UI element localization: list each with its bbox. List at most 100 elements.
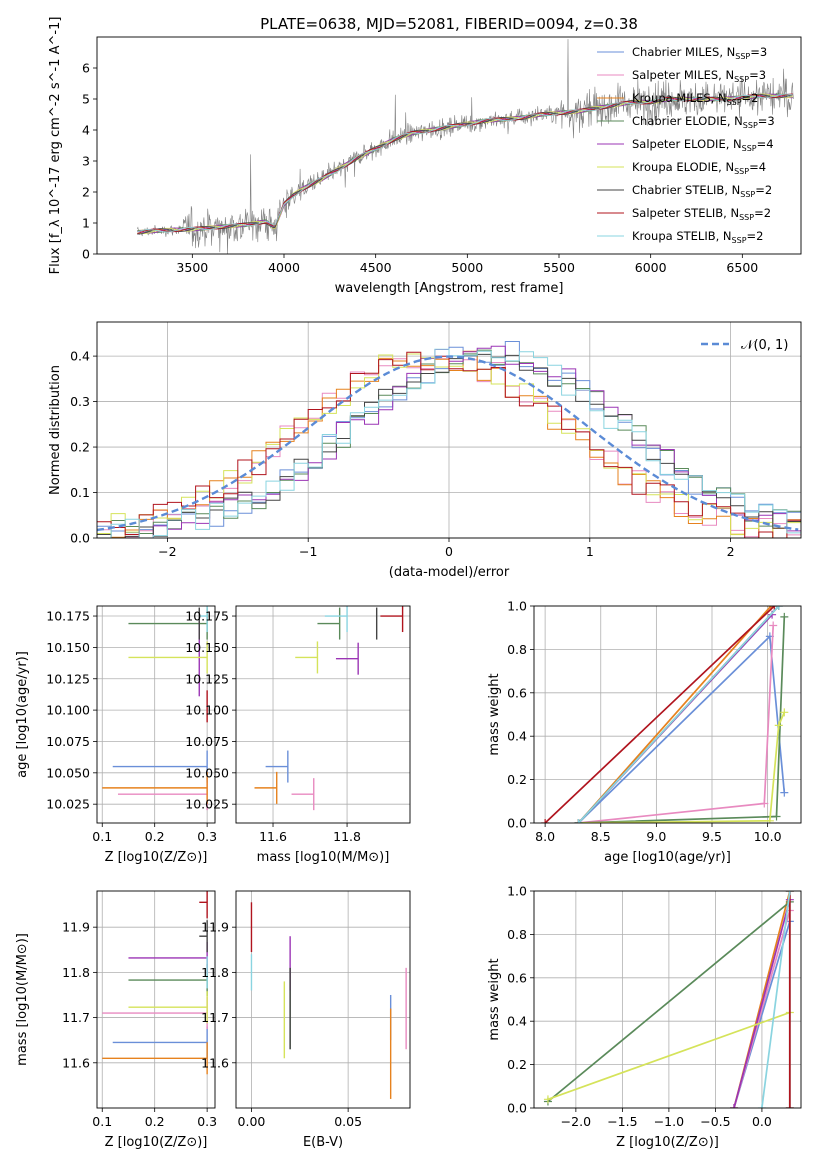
- y-tick-label: 11.8: [62, 965, 90, 980]
- panel-spectrum: 3500 4000 4500 5000 5500 6000 6500 0 1 2 3 4 5 6 wavel…: [48, 17, 802, 296]
- panel-residual_histogram: −2 −1 0 1 2 0.0 0.1 0.2 0.3 0.4 (data-model)/error…: [48, 321, 802, 580]
- grid: [236, 606, 410, 823]
- x-tick-label: 5000: [451, 260, 483, 275]
- x-axis-label: Z [log10(Z/Z⊙)]: [105, 1135, 208, 1150]
- panel-age_vs_Z: 0.1 0.2 0.3 10.025 10.050 10.075 10.100 10.125 1…: [15, 605, 217, 865]
- series-line: [577, 606, 780, 823]
- series-marker: [780, 612, 789, 621]
- series-marker: [785, 891, 794, 895]
- y-tick-label: 0.8: [507, 927, 527, 942]
- grid: [534, 890, 801, 1109]
- x-tick-label: 4000: [268, 260, 300, 275]
- y-axis-label: age [log10(age/yr)]: [15, 651, 30, 778]
- y-tick-label: 0.8: [507, 642, 527, 657]
- plot-area: [543, 891, 794, 1108]
- y-axis-label: Flux [f_λ 10^-17 erg cm^-2 s^-1 A^-1]: [48, 17, 63, 275]
- y-tick-label: 4: [82, 123, 90, 138]
- y-tick-label: 11.6: [201, 1055, 229, 1070]
- legend-entry: Kroupa MILES, NSSP=2: [632, 91, 758, 107]
- series-marker: [730, 1104, 739, 1108]
- x-tick-label: 11.8: [333, 829, 361, 844]
- plot-area: [250, 902, 407, 1099]
- x-tick-label: −2.0: [561, 1114, 591, 1129]
- x-tick-label: 0: [445, 544, 453, 559]
- x-tick-label: 0.0: [752, 1114, 772, 1129]
- y-tick-label: 10.175: [46, 609, 90, 624]
- panel-mass_vs_Z: 0.1 0.2 0.3 11.6 11.7 11.8 11.9 Z [log10(Z/Z⊙)]…: [15, 890, 217, 1150]
- x-axis-label: wavelength [Angstrom, rest frame]: [335, 281, 564, 296]
- y-tick-label: 10.100: [46, 703, 90, 718]
- plot-area: [102, 891, 208, 1075]
- x-tick-label: 0.2: [145, 1114, 165, 1129]
- y-axis-label: mass weight: [487, 958, 502, 1040]
- axes-frame: [533, 890, 802, 1109]
- x-axis-label: Z [log10(Z/Z⊙)]: [105, 850, 208, 865]
- y-tick-label: 11.7: [201, 1010, 229, 1025]
- y-tick-label: 0.2: [507, 772, 527, 787]
- x-tick-label: −1.5: [607, 1114, 637, 1129]
- x-tick-label: 0.3: [197, 829, 217, 844]
- panel-mass_weight_vs_age: 8.0 8.5 9.0 9.5 10.0 0.0 0.2 0.4 0.6 0.8 1.0 age [l…: [487, 599, 802, 865]
- y-tick-label: 10.100: [185, 703, 229, 718]
- y-axis-label: mass [log10(M/M⊙)]: [15, 933, 30, 1066]
- x-axis-label: E(B-V): [303, 1135, 343, 1150]
- y-axis-label: Normed distribution: [48, 365, 63, 495]
- legend-entry: Chabrier MILES, NSSP=3: [632, 45, 767, 61]
- axes-frame: [96, 321, 802, 539]
- y-tick-label: 10.050: [46, 765, 90, 780]
- x-axis-label: (data-model)/error: [389, 565, 510, 580]
- series-marker: [760, 799, 769, 808]
- legend-entry: Salpeter ELODIE, NSSP=4: [632, 137, 774, 153]
- series-line: [547, 1011, 791, 1101]
- legend-entry: Salpeter STELIB, NSSP=2: [632, 206, 771, 222]
- panel-mass_vs_EBV: 0.00 0.05 11.6 11.7 11.8 11.9 E(B-V): [201, 890, 411, 1150]
- axes-frame: [96, 890, 216, 1109]
- x-tick-label: 3500: [176, 260, 208, 275]
- series-line: [577, 606, 772, 823]
- y-tick-label: 2: [82, 185, 90, 200]
- plot-area: [102, 606, 208, 811]
- series-marker: [574, 819, 583, 823]
- y-tick-label: 0.4: [70, 349, 90, 364]
- series-marker: [774, 721, 783, 730]
- y-tick-label: 0.3: [70, 394, 90, 409]
- x-tick-label: 11.6: [259, 829, 287, 844]
- y-tick-label: 10.025: [46, 797, 90, 812]
- axes-frame: [96, 36, 802, 255]
- y-tick-label: 10.050: [185, 765, 229, 780]
- y-tick-label: 11.8: [201, 965, 229, 980]
- x-tick-label: −0.5: [700, 1114, 730, 1129]
- x-tick-label: 0.00: [238, 1114, 266, 1129]
- model-spectrum-line: [137, 93, 793, 235]
- y-tick-label: 6: [82, 61, 90, 76]
- series-marker: [541, 819, 550, 823]
- y-tick-label: 10.075: [185, 734, 229, 749]
- plot-area: [541, 606, 789, 823]
- series-marker: [785, 1104, 794, 1108]
- y-tick-label: 1: [82, 216, 90, 231]
- series-marker: [774, 606, 783, 610]
- y-tick-label: 1.0: [507, 884, 527, 899]
- legend-entry: Chabrier STELIB, NSSP=2: [632, 183, 772, 199]
- x-tick-label: 1: [586, 544, 594, 559]
- y-tick-label: 0: [82, 247, 90, 262]
- panel-age_vs_mass: 11.6 11.8 10.025 10.050 10.075 10.100 10.125 10…: [185, 605, 411, 865]
- y-tick-label: 10.150: [185, 640, 229, 655]
- series-marker: [780, 708, 789, 717]
- x-tick-label: 8.0: [535, 829, 555, 844]
- x-tick-label: 6500: [726, 260, 758, 275]
- x-tick-label: −1.0: [654, 1114, 684, 1129]
- x-tick-label: 0.2: [145, 829, 165, 844]
- series-marker: [772, 812, 781, 821]
- series-line: [761, 891, 791, 1108]
- x-tick-label: 9.0: [646, 829, 666, 844]
- x-tick-label: 2: [727, 544, 735, 559]
- x-tick-label: −1: [299, 544, 317, 559]
- legend-entry: Chabrier ELODIE, NSSP=3: [632, 114, 775, 130]
- series-marker: [765, 816, 774, 823]
- histogram-step: [97, 345, 801, 538]
- y-tick-label: 11.6: [62, 1055, 90, 1070]
- legend-entry: Kroupa STELIB, NSSP=2: [632, 229, 763, 245]
- plot-area: [137, 39, 794, 254]
